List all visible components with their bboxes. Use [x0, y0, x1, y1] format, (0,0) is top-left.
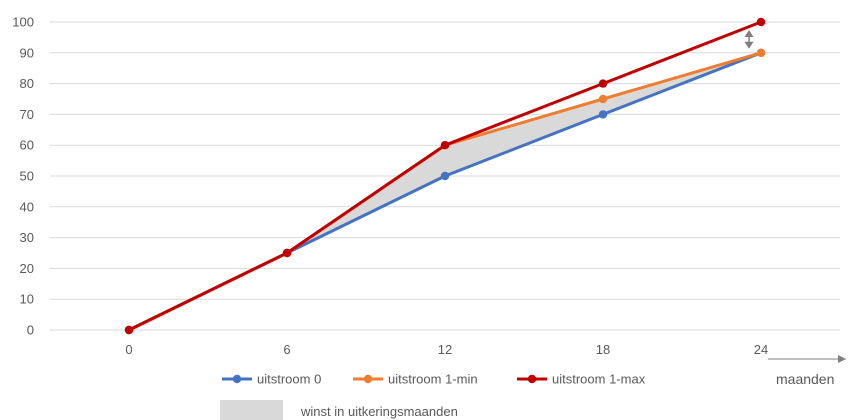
x-tick-label: 18 [596, 342, 610, 357]
series-2 [124, 17, 766, 335]
data-point [124, 325, 134, 335]
x-tick-label: 6 [283, 342, 290, 357]
annotation-arrow-head-down [744, 41, 754, 49]
y-tick-label: 20 [20, 261, 34, 276]
x-axis-arrow-head [838, 355, 846, 363]
legend-label: uitstroom 1-max [552, 372, 646, 387]
y-tick-label: 10 [20, 292, 34, 307]
legend-swatch-marker [527, 374, 537, 384]
legend: uitstroom 0 uitstroom 1-min uitstroom 1-ma… [220, 372, 646, 420]
series-lines [124, 17, 766, 335]
legend-label: uitstroom 1-min [388, 372, 478, 387]
legend-area-swatch [220, 400, 283, 420]
y-tick-label: 40 [20, 199, 34, 214]
y-tick-label: 50 [20, 169, 34, 184]
data-point [598, 79, 608, 88]
y-tick-label: 70 [20, 107, 34, 122]
gain-area [287, 52, 761, 253]
y-tick-label: 80 [20, 76, 34, 91]
data-point [756, 48, 766, 57]
legend-swatch-marker [232, 374, 242, 384]
data-point [598, 110, 608, 119]
series-line [127, 51, 763, 332]
legend-swatch-marker [363, 374, 373, 384]
series-line [127, 51, 763, 332]
series-1 [124, 48, 766, 335]
y-tick-label: 30 [20, 230, 34, 245]
x-axis-label: maanden [776, 371, 834, 387]
x-tick-label: 12 [438, 342, 452, 357]
x-tick-label: 24 [754, 342, 768, 357]
legend-label: uitstroom 0 [257, 372, 321, 387]
data-point [282, 248, 292, 258]
data-point [756, 17, 766, 27]
data-point [598, 94, 608, 104]
series-0 [124, 48, 766, 335]
y-tick-label: 90 [20, 45, 34, 60]
difference-annotation [744, 30, 754, 49]
gain-area-shape [287, 52, 761, 253]
x-tick-label: 0 [125, 342, 132, 357]
y-axis-tick-labels: 0 10 20 30 40 50 60 70 80 90 100 [12, 15, 34, 338]
data-point [440, 171, 450, 181]
legend-area-label: winst in uitkeringsmaanden [300, 404, 458, 419]
y-tick-label: 60 [20, 138, 34, 153]
y-tick-label: 0 [27, 323, 34, 338]
x-axis-unit: maanden [768, 355, 846, 387]
x-axis-tick-labels: 0 6 12 18 24 [125, 342, 768, 357]
data-point [440, 141, 450, 150]
y-tick-label: 100 [12, 15, 34, 30]
annotation-arrow-head-up [744, 30, 754, 37]
